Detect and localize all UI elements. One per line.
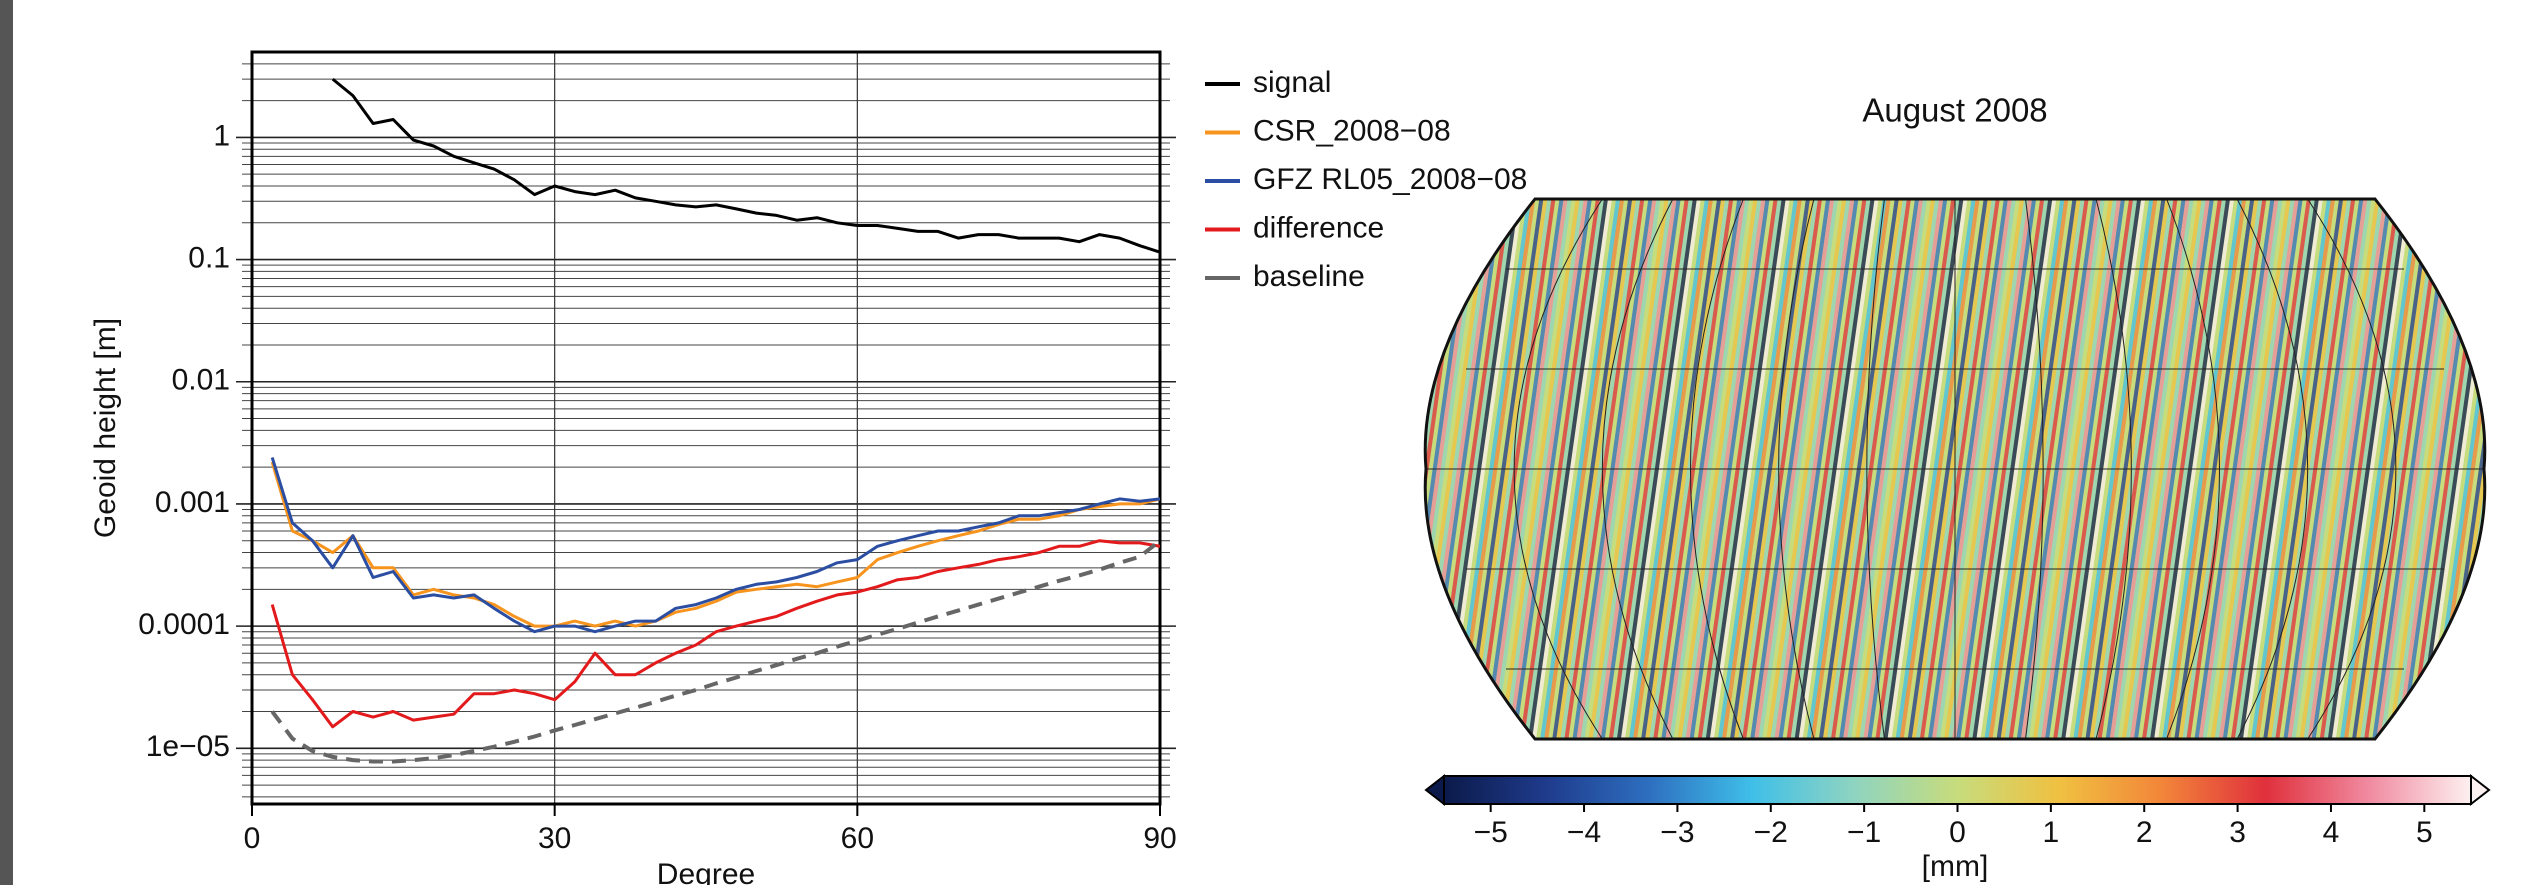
x-axis-label: Degree <box>657 858 755 885</box>
y-tick-label: 0.001 <box>155 486 230 519</box>
graticule <box>1513 198 1603 740</box>
series-line <box>270 461 1160 628</box>
colorbar-extend-low <box>1424 773 1445 807</box>
colorbar-tick-label: 1 <box>2043 816 2060 849</box>
x-tick-label: 0 <box>244 822 261 855</box>
graticule <box>2307 198 2397 740</box>
x-tick-label: 90 <box>1143 822 1176 855</box>
colorbar-tick-label: 5 <box>2416 816 2433 849</box>
colorbar-tick-label: −4 <box>1567 816 1601 849</box>
series-line <box>270 539 1160 764</box>
colorbar-tick-label: −2 <box>1754 816 1788 849</box>
x-tick-label: 60 <box>841 822 874 855</box>
colorbar <box>1443 775 2472 805</box>
colorbar-tick-label: 3 <box>2229 816 2246 849</box>
map-outline <box>1423 197 2487 741</box>
x-tick-label: 30 <box>538 822 571 855</box>
legend-label: signal <box>1253 66 1331 99</box>
colorbar-extend-high <box>2470 773 2491 807</box>
colorbar-label: [mm] <box>1922 850 1989 883</box>
y-axis-label: Geoid height [m] <box>89 318 122 538</box>
y-tick-label: 1 <box>213 119 230 152</box>
legend-label: baseline <box>1253 260 1365 293</box>
series-line <box>270 457 1160 634</box>
y-tick-label: 1e−05 <box>146 730 230 763</box>
legend-label: GFZ RL05_2008−08 <box>1253 163 1527 196</box>
plot-lines <box>270 77 1160 764</box>
graticule <box>2166 198 2220 740</box>
graticule <box>1866 198 1885 740</box>
graticule <box>1778 198 1815 740</box>
graticule <box>1601 198 1674 740</box>
colorbar-tick-label: −3 <box>1660 816 1694 849</box>
series-line <box>331 77 1160 254</box>
graticule <box>1690 198 1744 740</box>
plot-frame <box>250 50 1162 806</box>
series-line <box>270 539 1160 729</box>
legend-label: CSR_2008−08 <box>1253 114 1451 147</box>
y-tick-label: 0.0001 <box>138 608 230 641</box>
colorbar-tick-label: 4 <box>2323 816 2340 849</box>
y-tick-label: 0.1 <box>188 242 230 275</box>
colorbar-tick-label: −5 <box>1474 816 1508 849</box>
graticule <box>2095 198 2132 740</box>
map-title: August 2008 <box>1862 92 2047 129</box>
graticule <box>2025 198 2044 740</box>
colorbar-tick-label: −1 <box>1847 816 1881 849</box>
colorbar-tick-label: 2 <box>2136 816 2153 849</box>
side-strip <box>0 0 13 885</box>
y-tick-label: 0.01 <box>172 364 230 397</box>
graticule <box>2236 198 2309 740</box>
legend-label: difference <box>1253 211 1384 244</box>
colorbar-tick-label: 0 <box>1949 816 1966 849</box>
